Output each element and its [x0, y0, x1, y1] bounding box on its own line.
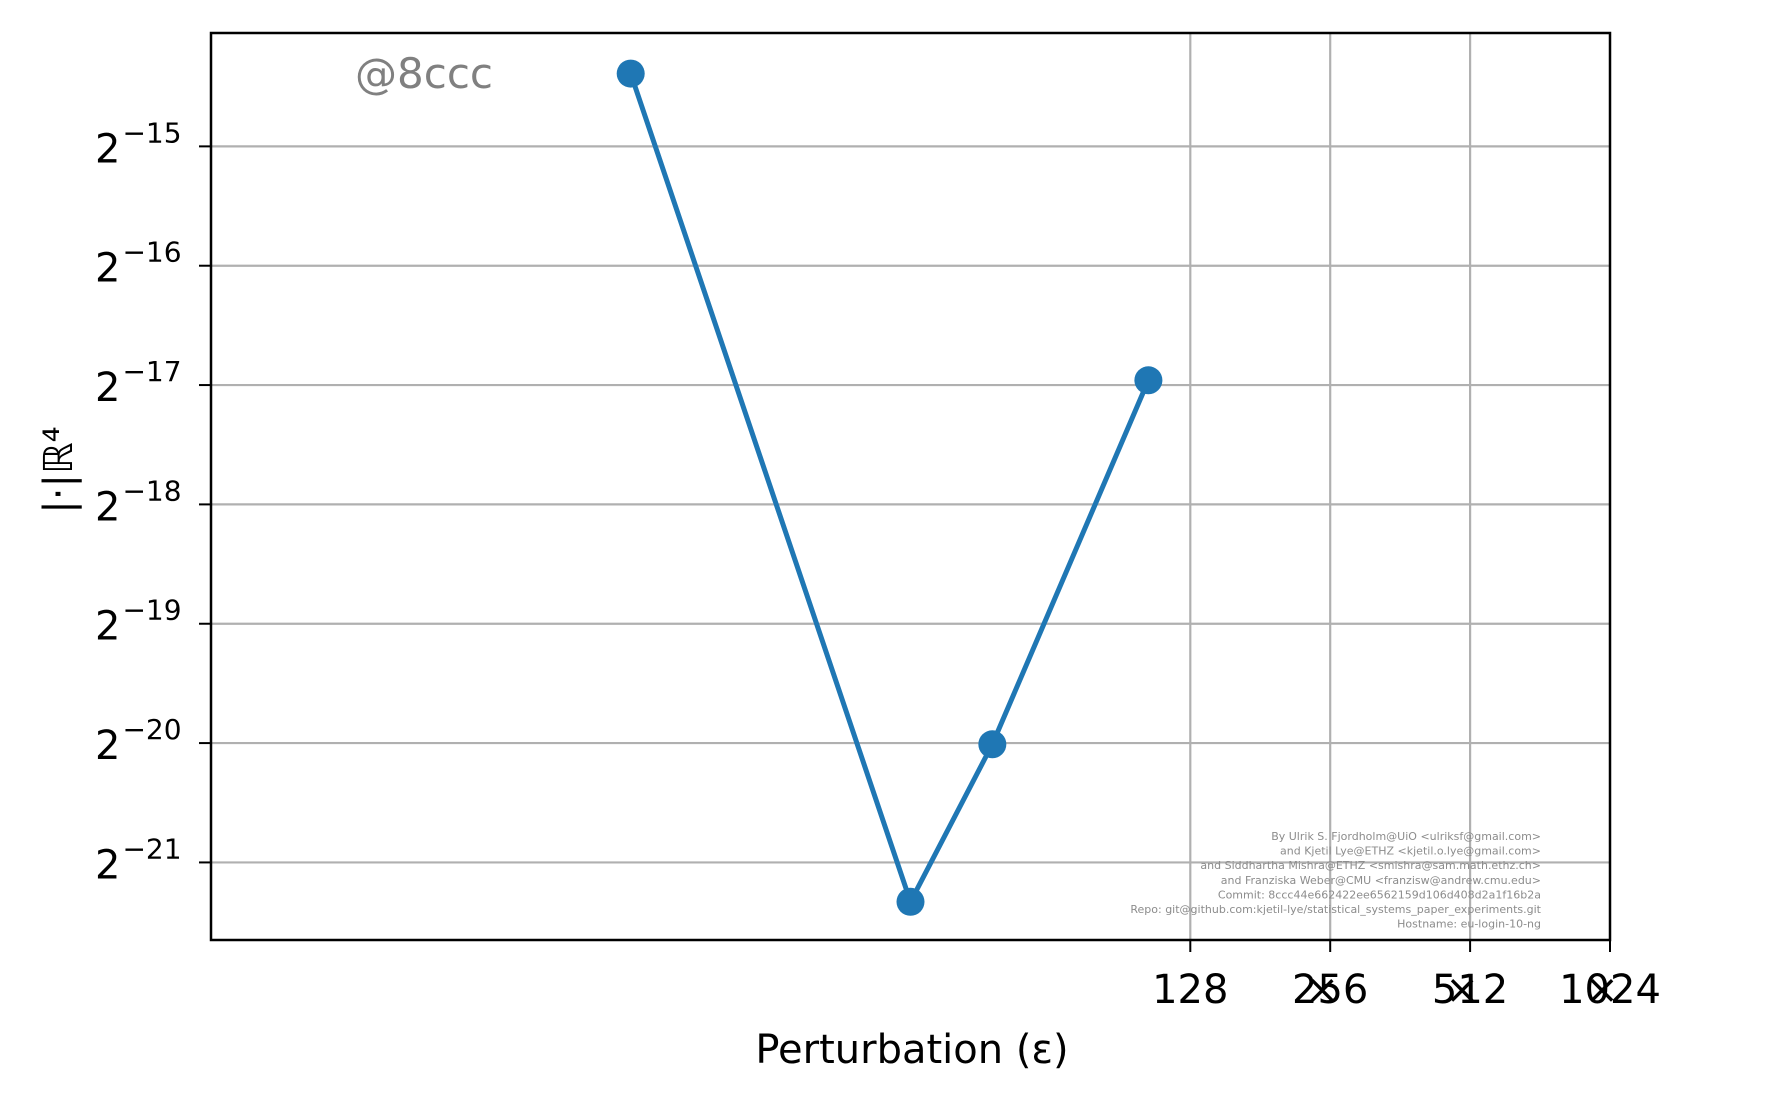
credit-line: and Franziska Weber@CMU <franzisw@andrew…: [1221, 874, 1541, 887]
y-tick-exponent: −18: [122, 474, 181, 507]
x-tick-label: 512: [1432, 967, 1508, 1013]
credit-line: and Siddhartha Mishra@ETHZ <smishra@sam.…: [1200, 859, 1541, 872]
y-tick-label: 2−18: [95, 474, 182, 530]
y-tick-label: 2−15: [95, 116, 182, 172]
x-tick-label: 256: [1292, 967, 1368, 1013]
credit-line: Commit: 8ccc44e662422ee6562159d106d408d2…: [1218, 888, 1541, 901]
plot-frame: [209, 31, 1612, 942]
x-tick-multiplier: ×: [1445, 967, 1479, 1013]
x-tick-label: 1024: [1559, 967, 1661, 1013]
credit-line: Repo: git@github.com:kjetil-lye/statisti…: [1130, 903, 1541, 916]
grid-lines: [211, 33, 1610, 940]
x-tick-label: 128: [1152, 967, 1228, 1013]
y-tick-label: 2−21: [95, 832, 182, 888]
data-point: [616, 59, 645, 88]
data-point: [1134, 366, 1163, 395]
y-axis-label-group: |·|ℝ⁴: [36, 426, 82, 513]
credit-line: By Ulrik S. Fjordholm@UiO <ulriksf@gmail…: [1271, 830, 1541, 843]
y-tick-label: 2−16: [95, 236, 182, 292]
y-tick-exponent: −19: [122, 594, 181, 627]
y-axis-ticks: 2−15 2−16 2−17 2−18 2−19 2−20 2−21: [95, 116, 211, 888]
y-axis-label: |·|ℝ⁴: [36, 426, 82, 513]
y-tick-exponent: −16: [122, 236, 181, 269]
series-layer: [616, 59, 1163, 916]
y-tick-exponent: −21: [122, 832, 181, 865]
y-tick-label: 2−19: [95, 594, 182, 650]
data-point: [978, 730, 1007, 759]
y-tick-label: 2−17: [95, 355, 182, 411]
y-tick-exponent: −20: [122, 713, 181, 746]
data-point: [896, 887, 925, 916]
credits-block: By Ulrik S. Fjordholm@UiO <ulriksf@gmail…: [1130, 830, 1541, 931]
y-tick-exponent: −17: [122, 355, 181, 388]
credit-line: Hostname: eu-login-10-ng: [1397, 918, 1541, 931]
watermark-label: @8ccc: [355, 49, 493, 98]
x-tick-multiplier: ×: [1585, 967, 1619, 1013]
x-axis-ticks: 128 256 512 1024× × ×: [1152, 940, 1661, 1013]
x-tick-multiplier: ×: [1305, 967, 1339, 1013]
x-axis-label: Perturbation (ε): [755, 1027, 1068, 1073]
series-line: [628, 72, 1151, 905]
y-tick-label: 2−20: [95, 713, 182, 769]
y-tick-exponent: −15: [122, 116, 181, 149]
credit-line: and Kjetil Lye@ETHZ <kjetil.o.lye@gmail.…: [1280, 845, 1541, 858]
